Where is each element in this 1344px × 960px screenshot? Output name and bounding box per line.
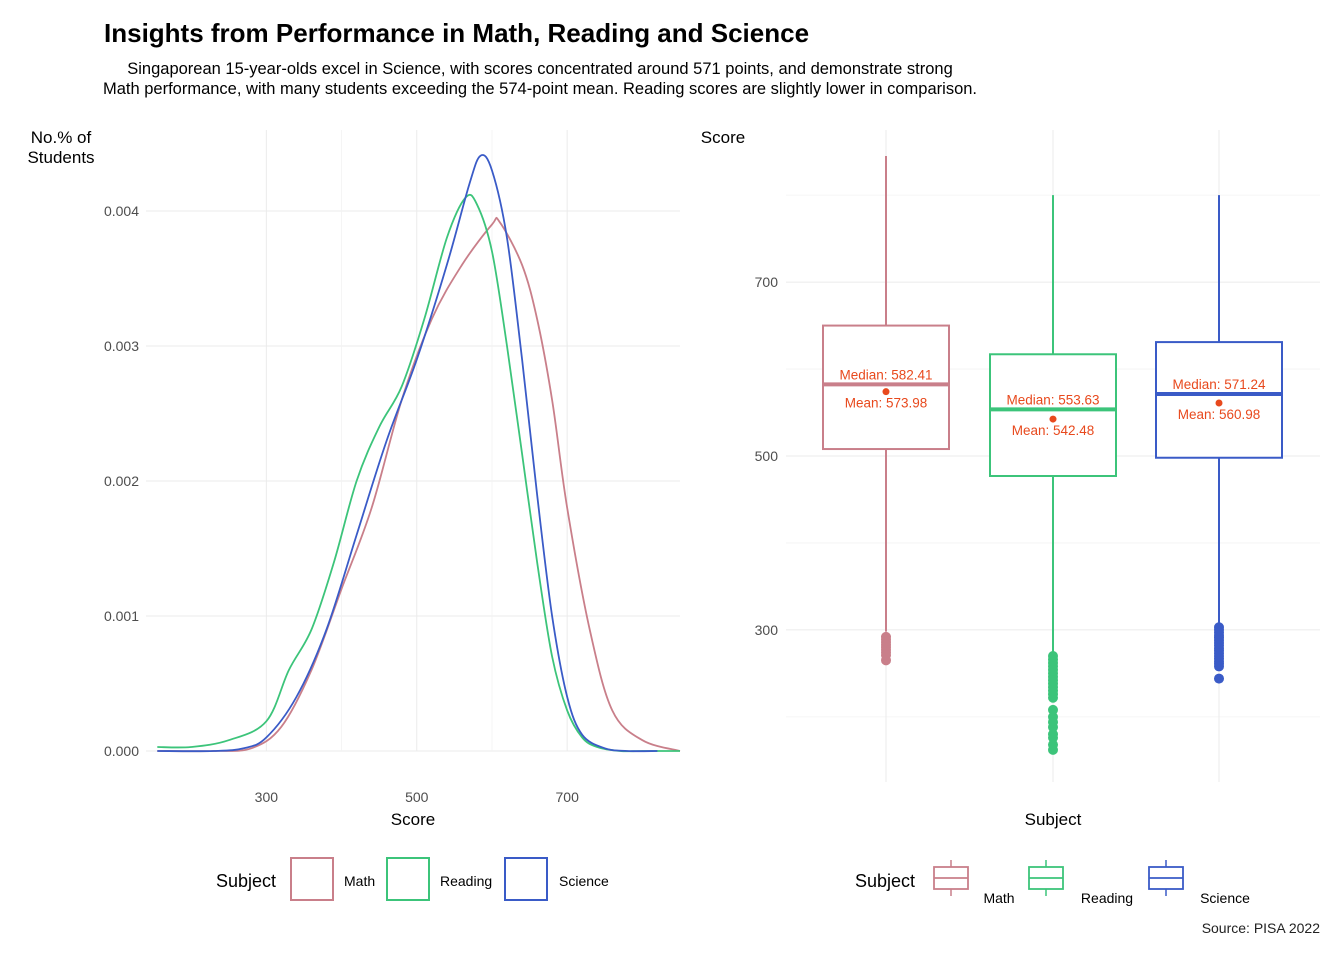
box-mean-point-math bbox=[882, 388, 890, 396]
density-chart: 0.000 0.001 0.002 0.003 0.004 300 500 700 Score N… bbox=[27, 128, 681, 901]
box-outlier-reading bbox=[1048, 732, 1058, 743]
subtitle-line-2: Math performance, with many students exc… bbox=[102, 80, 978, 98]
density-line-science bbox=[157, 154, 658, 753]
density-y-tick-label: 0.004 bbox=[104, 203, 139, 219]
density-x-tick-label: 500 bbox=[405, 789, 429, 805]
box-legend-title: Subject bbox=[855, 871, 915, 891]
box-y-tick-label: 700 bbox=[755, 274, 779, 290]
box-y-tick-label: 300 bbox=[755, 622, 779, 638]
box-outlier-math bbox=[881, 655, 891, 666]
box-body-math bbox=[822, 324, 950, 451]
density-legend-key-science bbox=[504, 857, 548, 901]
density-legend-key-math bbox=[290, 857, 334, 901]
density-y-tick-label: 0.003 bbox=[104, 338, 139, 354]
box-mean-label-science: Mean: 560.98 bbox=[1178, 407, 1261, 422]
box-median-label-science: Median: 571.24 bbox=[1172, 377, 1266, 392]
page-subtitle: Singaporean 15-year-olds excel in Scienc… bbox=[0, 59, 1080, 99]
box-outlier-reading bbox=[1048, 704, 1058, 715]
box-outlier-reading bbox=[1048, 722, 1058, 733]
box-mean-point-reading bbox=[1049, 415, 1057, 423]
box-mean-label-reading: Mean: 542.48 bbox=[1012, 423, 1095, 438]
density-y-axis-label: No.% of bbox=[31, 128, 92, 147]
source-caption: Source: PISA 2022 bbox=[1201, 920, 1320, 936]
density-y-tick-label: 0.001 bbox=[104, 608, 139, 624]
density-y-tick-label: 0.000 bbox=[104, 743, 139, 759]
density-y-tick-label: 0.002 bbox=[104, 473, 139, 489]
box-outlier-science bbox=[1214, 661, 1224, 672]
density-x-tick-label: 300 bbox=[255, 789, 279, 805]
box-mean-point-science bbox=[1215, 399, 1223, 407]
box-median-label-math: Median: 582.41 bbox=[839, 367, 932, 382]
box-mean-label-math: Mean: 573.98 bbox=[845, 396, 928, 411]
page-title: Insights from Performance in Math, Readi… bbox=[104, 18, 810, 48]
density-y-axis-label: Students bbox=[27, 148, 94, 167]
box-median-label-reading: Median: 553.63 bbox=[1006, 392, 1099, 407]
box-y-tick-label: 500 bbox=[755, 448, 779, 464]
subtitle-line-1: Singaporean 15-year-olds excel in Scienc… bbox=[127, 60, 953, 78]
box-legend-label: Math bbox=[983, 890, 1014, 906]
box-legend-label: Reading bbox=[1081, 890, 1133, 906]
box-y-axis-label: Score bbox=[701, 128, 745, 147]
box-body-reading bbox=[989, 353, 1117, 477]
density-legend-label: Science bbox=[559, 873, 609, 889]
density-legend-label: Math bbox=[344, 873, 375, 889]
density-x-tick-label: 700 bbox=[556, 789, 580, 805]
density-legend-title: Subject bbox=[216, 871, 276, 891]
box-outlier-reading bbox=[1048, 744, 1058, 755]
box-outlier-science bbox=[1214, 673, 1224, 684]
density-x-axis-label: Score bbox=[391, 810, 435, 829]
box-x-axis-label: Subject bbox=[1025, 810, 1082, 829]
density-legend-key-reading bbox=[386, 857, 430, 901]
box-outlier-reading bbox=[1048, 692, 1058, 703]
density-line-reading bbox=[157, 193, 680, 753]
density-legend-label: Reading bbox=[440, 873, 492, 889]
density-line-math bbox=[157, 216, 681, 753]
box-legend-label: Science bbox=[1200, 890, 1250, 906]
